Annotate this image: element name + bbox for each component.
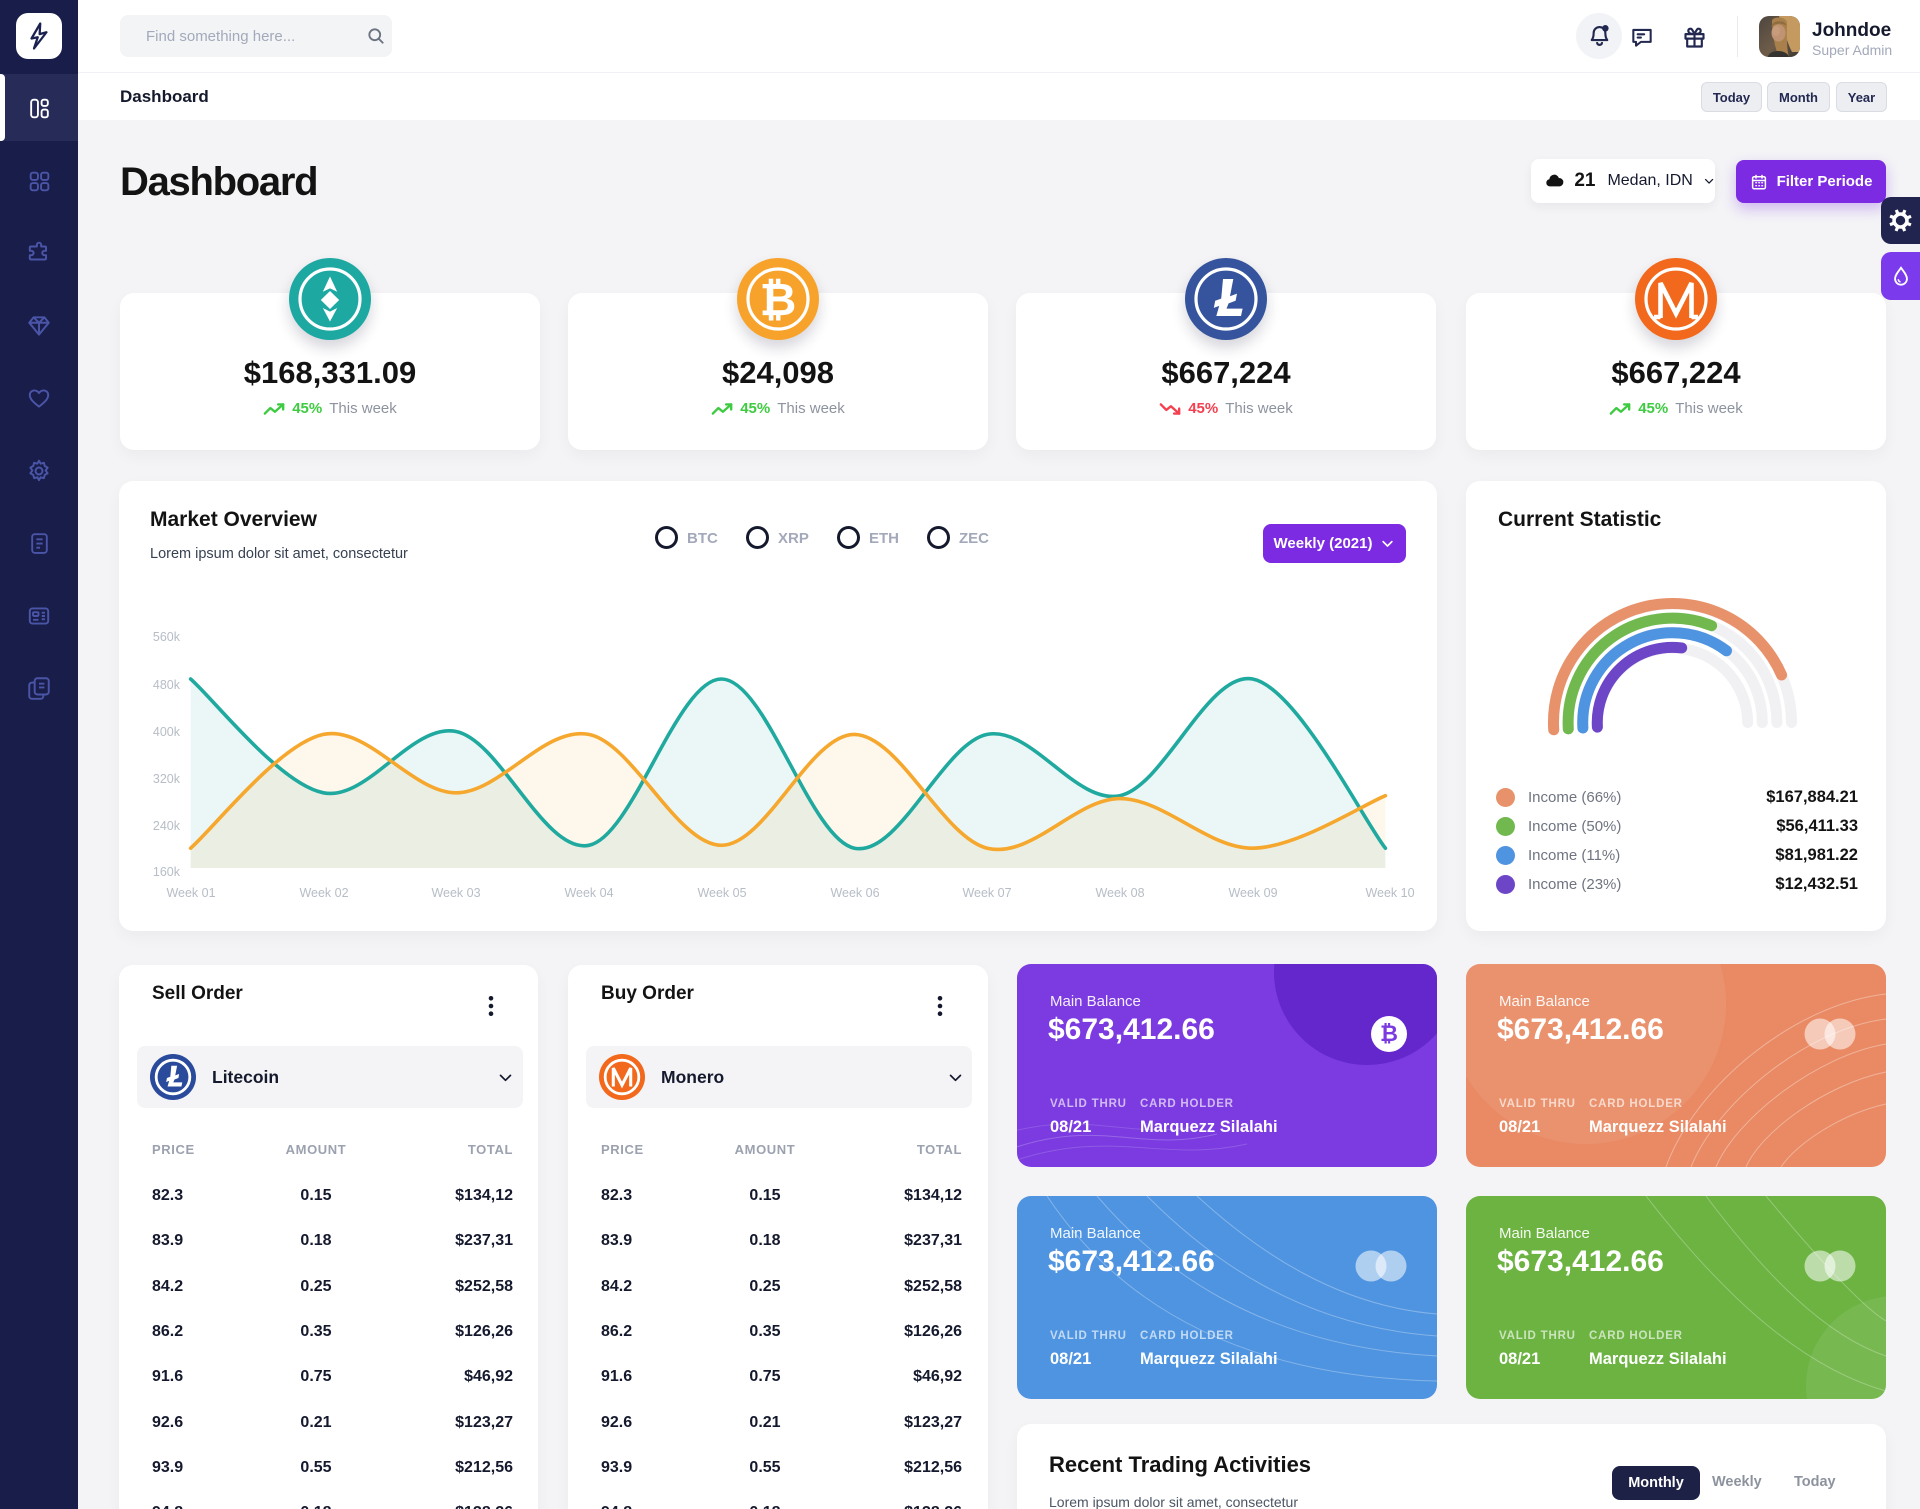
svg-text:₿: ₿ [760,274,797,325]
